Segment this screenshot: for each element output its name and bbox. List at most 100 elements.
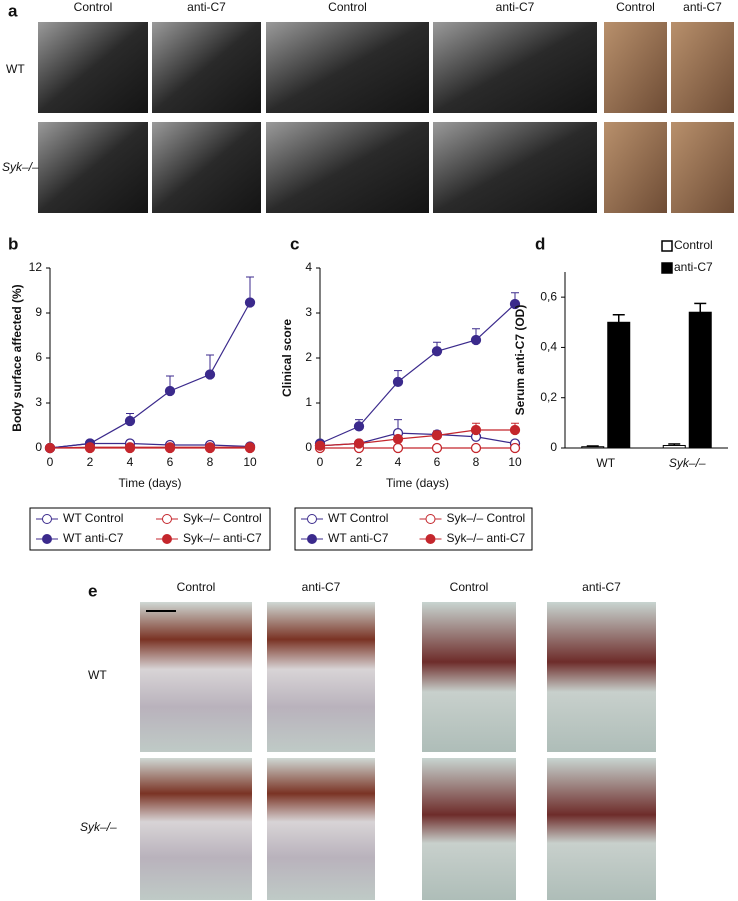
photo — [266, 122, 429, 213]
data-point — [470, 334, 482, 346]
row-label: WT — [6, 62, 25, 76]
x-tick-label: 4 — [127, 455, 134, 469]
data-point — [84, 442, 96, 453]
y-tick-label: 1 — [305, 395, 312, 409]
photo — [433, 122, 597, 213]
y-tick-label: 12 — [29, 260, 43, 274]
legend-marker — [162, 534, 172, 544]
x-tick-label: 10 — [243, 455, 257, 469]
legend-label: Syk–/– Control — [447, 511, 526, 525]
legend-swatch — [661, 262, 673, 274]
panel-label: e — [88, 581, 97, 600]
micrograph — [422, 602, 516, 752]
bar — [581, 446, 605, 449]
photo — [671, 22, 734, 113]
photo — [266, 22, 429, 113]
x-axis-label: Time (days) — [386, 476, 449, 490]
y-tick-label: 4 — [305, 260, 312, 274]
photo — [671, 122, 734, 213]
error-bar — [694, 302, 707, 313]
data-point — [509, 424, 521, 436]
column-label: anti-C7 — [302, 580, 341, 594]
legend-label: Syk–/– anti-C7 — [447, 531, 526, 545]
y-tick-label: 0,6 — [540, 289, 557, 303]
y-axis-label: Clinical score — [280, 319, 294, 397]
data-point — [204, 442, 216, 453]
micrograph — [267, 758, 375, 900]
series-line — [319, 303, 516, 445]
data-point — [392, 442, 404, 454]
photo — [152, 22, 261, 113]
photo — [604, 22, 667, 113]
photo — [604, 122, 667, 213]
y-tick-label: 2 — [305, 350, 312, 364]
x-tick-label: 6 — [434, 455, 441, 469]
series-line — [319, 429, 515, 447]
micrograph — [422, 758, 516, 900]
y-tick-label: 3 — [35, 395, 42, 409]
legend-swatch — [661, 240, 673, 252]
x-tick-label: WT — [596, 456, 615, 470]
legend-marker — [425, 514, 436, 524]
column-label: Control — [450, 580, 489, 594]
panel-label: a — [8, 1, 18, 20]
data-point — [470, 424, 482, 436]
x-axis-label: Time (days) — [119, 476, 182, 490]
column-label: anti-C7 — [582, 580, 621, 594]
data-point — [164, 385, 176, 397]
micrograph — [547, 602, 656, 752]
column-label: Control — [616, 0, 655, 14]
data-point — [392, 433, 404, 445]
data-point — [244, 297, 256, 308]
panel-label: b — [8, 234, 18, 253]
data-point — [164, 442, 176, 453]
legend-label: Syk–/– Control — [183, 511, 262, 525]
micrograph — [140, 602, 252, 752]
error-bar — [612, 313, 625, 323]
column-label: anti-C7 — [187, 0, 226, 14]
y-tick-label: 0 — [305, 440, 312, 454]
legend-label: WT anti-C7 — [63, 531, 124, 545]
error-bar — [668, 443, 681, 446]
row-label: WT — [88, 668, 107, 682]
data-point — [244, 442, 256, 453]
x-tick-label: 2 — [356, 455, 363, 469]
x-tick-label: 4 — [395, 455, 402, 469]
y-tick-label: 0 — [35, 440, 42, 454]
legend-label: Control — [674, 238, 713, 252]
x-tick-label: 8 — [473, 455, 480, 469]
legend-marker — [42, 514, 52, 524]
error-bar — [586, 445, 599, 447]
bar — [662, 444, 686, 449]
photo — [38, 122, 148, 213]
legend-label: WT Control — [328, 511, 388, 525]
legend-label: anti-C7 — [674, 260, 713, 274]
y-tick-label: 9 — [35, 305, 42, 319]
legend-marker — [42, 534, 52, 544]
legend-marker — [307, 514, 317, 524]
y-tick-label: 0,2 — [540, 390, 557, 404]
row-label: Syk–/– — [80, 820, 117, 834]
series-line — [49, 446, 250, 449]
column-label: Control — [74, 0, 113, 14]
bar — [688, 311, 712, 449]
y-tick-label: 0 — [550, 440, 557, 454]
panel-label: d — [535, 234, 545, 253]
legend-marker — [307, 534, 317, 544]
data-point — [314, 440, 326, 451]
micrograph — [547, 758, 656, 900]
y-axis-label: Body surface affected (%) — [10, 284, 24, 431]
row-label: Syk–/– — [2, 160, 39, 174]
x-tick-label: 2 — [87, 455, 94, 469]
micrograph — [267, 602, 375, 752]
data-point — [470, 442, 482, 454]
legend-label: WT anti-C7 — [328, 531, 389, 545]
data-point — [353, 438, 365, 449]
data-point — [124, 415, 136, 427]
panel-label: c — [290, 234, 299, 253]
data-point — [431, 442, 443, 454]
y-tick-label: 6 — [35, 350, 42, 364]
legend-label: WT Control — [63, 511, 123, 525]
bar — [607, 321, 631, 449]
